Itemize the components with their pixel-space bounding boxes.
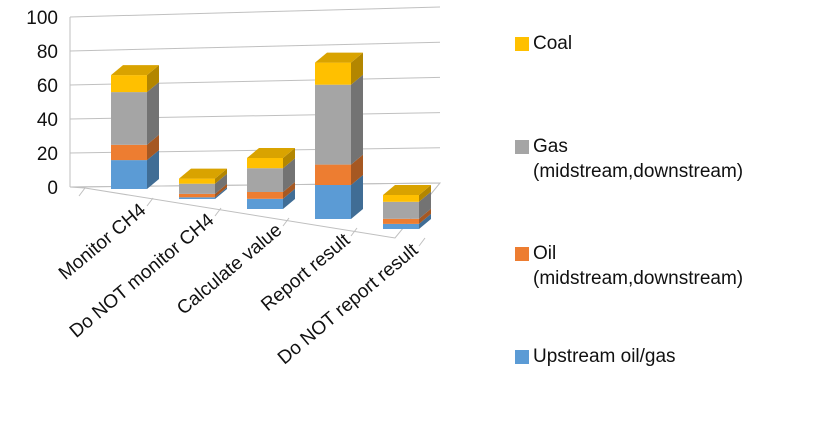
bar-stack — [247, 148, 295, 209]
bar-segment-side — [419, 213, 431, 229]
x-tick-mark — [418, 237, 426, 247]
legend-item-coal: Coal — [515, 31, 572, 56]
bar-segment-side — [147, 150, 159, 189]
bar-segment — [247, 198, 283, 209]
gridline — [69, 6, 441, 18]
bar-segment — [315, 84, 351, 165]
y-tick-label: 100 — [26, 8, 58, 29]
legend-swatch-oil — [515, 247, 529, 261]
x-tick-mark — [214, 207, 222, 217]
bar-top — [111, 65, 159, 76]
bar-top — [179, 168, 227, 179]
y-tick-label: 20 — [37, 144, 58, 165]
y-tick-label: 40 — [37, 110, 58, 131]
bar-segment-side — [351, 154, 363, 185]
bar-segment — [383, 201, 419, 219]
legend-label-gas: Gas (midstream,downstream) — [533, 136, 744, 182]
legend-item-upstream: Upstream oil/gas — [515, 344, 676, 369]
bar-segment-side — [351, 52, 363, 85]
bar-segment-side — [283, 182, 295, 199]
y-tick-label: 0 — [47, 178, 58, 199]
bar-segment-side — [215, 183, 227, 198]
bar-segment — [111, 75, 147, 93]
bar-segment — [111, 144, 147, 161]
bar-stack — [179, 168, 227, 199]
bar-stack — [315, 52, 363, 219]
bar-top — [383, 185, 431, 195]
bar-segment-side — [351, 175, 363, 219]
bar-segment — [383, 218, 419, 224]
bar-segment-side — [351, 74, 363, 165]
bar-segment-side — [283, 188, 295, 209]
bar-segment — [179, 197, 215, 199]
bars — [111, 52, 431, 229]
bar-segment-side — [215, 168, 227, 184]
bar-segment — [179, 183, 215, 194]
x-tick-mark — [282, 217, 290, 227]
legend-swatch-coal — [515, 37, 529, 51]
bar-segment — [315, 164, 351, 185]
x-tick-mark — [350, 227, 358, 237]
bar-segment-side — [283, 158, 295, 192]
legend-item-gas: Gas (midstream,downstream) — [515, 134, 743, 184]
bar-segment-side — [419, 185, 431, 202]
y-tick-labels: 0 20 40 60 80 100 — [26, 8, 58, 199]
bar-segment-side — [215, 173, 227, 194]
bar-segment-side — [215, 187, 227, 199]
bar-segment-side — [419, 191, 431, 219]
category-label: Do NOT report result — [274, 239, 423, 369]
y-tick-label: 60 — [37, 76, 58, 97]
bar-top — [247, 148, 295, 158]
legend-swatch-upstream — [515, 350, 529, 364]
bar-segment-side — [147, 82, 159, 145]
bar-segment — [315, 62, 351, 85]
legend: Coal Gas (midstream,downstream) Oil (mid… — [515, 0, 820, 421]
bar-segment — [383, 195, 419, 202]
gridline — [69, 41, 441, 52]
bar-segment — [247, 192, 283, 199]
bar-segment — [247, 158, 283, 169]
bar-stack — [383, 185, 431, 229]
legend-label-oil: Oil (midstream,downstream) — [533, 243, 744, 289]
bar-segment — [179, 193, 215, 198]
bar-segment — [111, 92, 147, 145]
x-tick-mark — [146, 197, 154, 207]
legend-label-upstream: Upstream oil/gas — [533, 346, 676, 367]
bar-segment-side — [147, 65, 159, 93]
bar-segment-side — [419, 208, 431, 224]
bar-segment — [383, 223, 419, 229]
legend-swatch-gas — [515, 140, 529, 154]
legend-item-oil: Oil (midstream,downstream) — [515, 241, 743, 291]
bar-segment-side — [283, 148, 295, 169]
bar-segment — [315, 185, 351, 219]
x-tick-mark — [78, 187, 86, 197]
bar-stack — [111, 65, 159, 189]
bar-segment-side — [147, 134, 159, 161]
bar-segment — [179, 178, 215, 184]
legend-label-coal: Coal — [533, 33, 573, 54]
y-tick-label: 80 — [37, 42, 58, 63]
bar-segment — [111, 160, 147, 189]
bar-top — [315, 52, 363, 63]
category-label: Do NOT monitor CH4 — [66, 209, 219, 342]
bar-segment — [247, 168, 283, 192]
